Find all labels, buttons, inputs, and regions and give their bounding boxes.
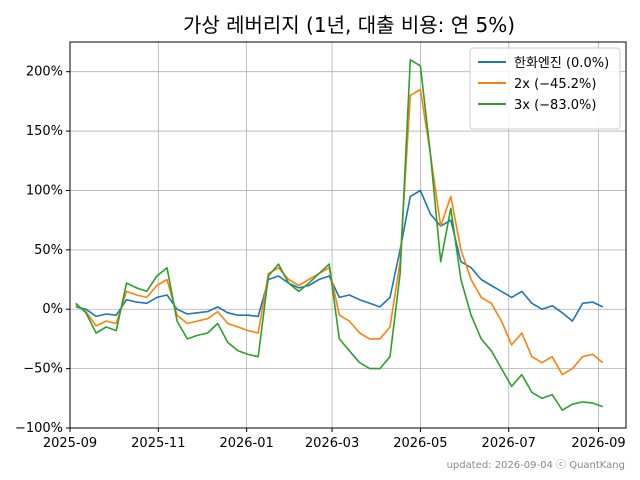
x-tick-label: 2026-07 — [482, 436, 536, 451]
chart-title: 가상 레버리지 (1년, 대출 비용: 연 5%) — [183, 13, 515, 37]
y-tick-label: 200% — [26, 65, 63, 80]
y-tick-label: 50% — [34, 243, 63, 258]
legend-label: 한화엔진 (0.0%) — [514, 56, 609, 71]
series-lines — [75, 59, 604, 411]
x-axis: 2025-09 2025-11 2026-01 2026-03 2026-05 2026-… — [43, 428, 626, 451]
y-tick-label: 100% — [26, 183, 63, 198]
series-line-1 — [75, 189, 604, 322]
series-line-3 — [75, 59, 604, 411]
legend-label: 3x (−83.0%) — [514, 98, 596, 113]
x-tick-label: 2026-03 — [305, 436, 359, 451]
y-axis: −100% −50% 0% 50% 100% 150% 200% — [15, 65, 70, 436]
legend-box — [469, 47, 621, 130]
x-tick-label: 2025-09 — [43, 436, 97, 451]
series-line-2 — [75, 88, 604, 376]
footer-credit: updated: 2026-09-04 ⓒ QuantKang — [447, 459, 625, 471]
plot-frame — [69, 41, 627, 429]
y-tick-label: 150% — [26, 124, 63, 139]
y-tick-label: −100% — [15, 421, 63, 436]
x-tick-label: 2025-11 — [131, 436, 185, 451]
legend-label: 2x (−45.2%) — [514, 77, 596, 92]
x-tick-label: 2026-05 — [393, 436, 447, 451]
x-tick-label: 2026-09 — [571, 436, 625, 451]
x-tick-label: 2026-01 — [219, 436, 273, 451]
y-tick-label: 0% — [42, 302, 63, 317]
y-tick-label: −50% — [23, 362, 63, 377]
legend: 한화엔진 (0.0%) 2x (−45.2%) 3x (−83.0%) — [469, 47, 621, 130]
